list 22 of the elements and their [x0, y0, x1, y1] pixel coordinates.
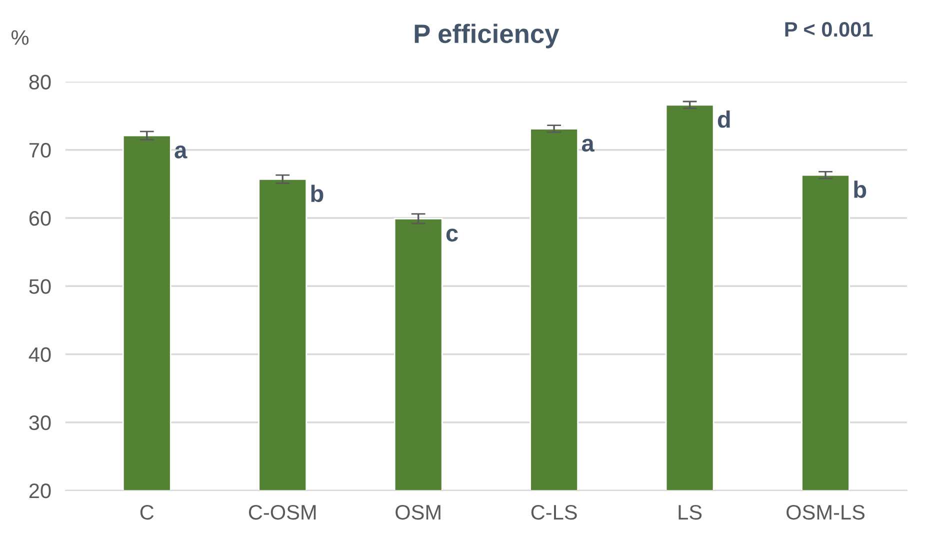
x-tick-label: LS [678, 504, 702, 520]
annotation: a [174, 146, 188, 158]
annotation: b [854, 180, 866, 198]
x-tick-label: C [140, 504, 154, 520]
y-tick-label: 20 [29, 484, 51, 498]
x-tick-label: C-OSM [248, 504, 316, 520]
text: P < 0.001 [785, 22, 873, 37]
y-axis-title: % [11, 30, 29, 45]
x-tick-label: C-LS [531, 504, 577, 520]
annotation: c [446, 228, 458, 242]
annotation: a [582, 138, 594, 152]
y-tick-label: 60 [29, 211, 51, 226]
x-tick-label: OSM-LS [786, 504, 864, 520]
y-tick-label: 80 [29, 74, 51, 90]
y-tick-label: 70 [29, 142, 51, 158]
annotation: d [718, 110, 730, 128]
x-tick-label: OSM [396, 504, 440, 520]
y-tick-label: 40 [28, 347, 51, 362]
annotation: b [311, 184, 324, 202]
y-tick-label: 30 [29, 415, 51, 430]
y-tick-label: 50 [29, 279, 51, 294]
chart-title: P efficiency [414, 24, 560, 48]
